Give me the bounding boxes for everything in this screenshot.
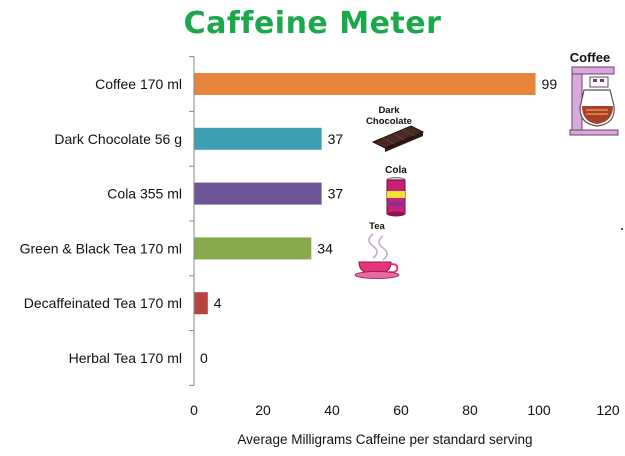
data-label: 99 <box>542 76 558 92</box>
cola-can-icon: Cola <box>385 165 407 217</box>
cola-illustration-label: Cola <box>385 165 407 176</box>
x-tick-label: 20 <box>255 402 271 418</box>
data-label: 37 <box>328 131 344 147</box>
x-tick-label: 120 <box>596 402 620 418</box>
coffee-illustration-label: Coffee <box>570 50 610 65</box>
x-tick-label: 40 <box>324 402 340 418</box>
category-label: Green & Black Tea 170 ml <box>20 240 182 256</box>
chocolate-illustration-label-line2: Chocolate <box>366 116 412 127</box>
bar <box>194 237 312 260</box>
axes-group <box>189 56 195 386</box>
x-tick-label: 100 <box>527 402 551 418</box>
bars-group <box>194 73 536 315</box>
chocolate-illustration-label-line1: Dark <box>378 105 400 116</box>
x-ticks-group: 0 20 40 60 80 100 120 <box>190 402 620 418</box>
category-label: Herbal Tea 170 ml <box>69 350 182 366</box>
bar <box>194 182 322 205</box>
bar <box>194 127 322 150</box>
chart-title: Caffeine Meter <box>183 6 442 41</box>
category-label: Cola 355 ml <box>107 186 182 202</box>
tea-illustration-label: Tea <box>369 221 385 232</box>
bar <box>194 73 536 95</box>
x-axis-title: Average Milligrams Caffeine per standard… <box>237 432 532 447</box>
category-label: Decaffeinated Tea 170 ml <box>24 295 182 311</box>
category-label: Coffee 170 ml <box>95 76 182 92</box>
x-tick-label: 60 <box>393 402 409 418</box>
coffee-maker-icon: Coffee <box>569 50 619 136</box>
data-label: 37 <box>328 186 344 202</box>
data-label: 4 <box>214 295 222 311</box>
chocolate-bar-icon: Dark Chocolate <box>366 105 425 152</box>
data-label: 34 <box>317 240 333 256</box>
stray-dot <box>621 228 623 230</box>
bar <box>194 292 208 315</box>
tea-cup-icon: Tea <box>354 221 400 279</box>
data-label: 0 <box>200 350 208 366</box>
category-label: Dark Chocolate 56 g <box>54 131 182 147</box>
data-labels-group: 99 37 37 34 4 0 <box>200 76 557 366</box>
category-labels-group: Coffee 170 ml Dark Chocolate 56 g Cola 355… <box>20 76 182 366</box>
x-tick-label: 80 <box>462 402 478 418</box>
x-tick-label: 0 <box>190 402 198 418</box>
